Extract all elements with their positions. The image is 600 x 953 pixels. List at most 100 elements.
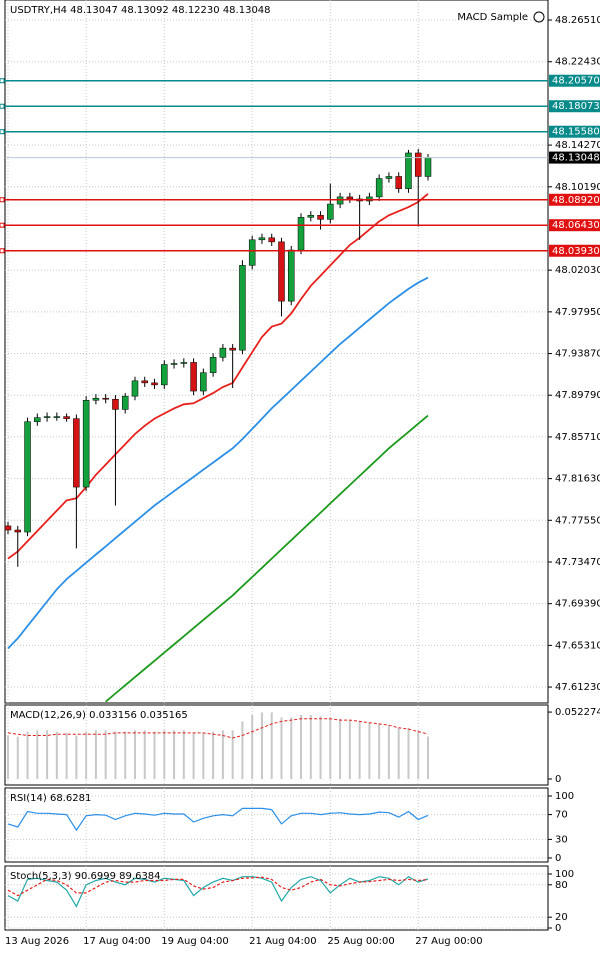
candle-body [385, 176, 393, 179]
pane-title: RSI(14) 68.6281 [10, 793, 91, 804]
macd-bar [46, 730, 49, 779]
candle-body [151, 382, 158, 386]
y-tick-label: 47.85710 [555, 432, 600, 443]
y-tick-label: 47.61230 [555, 682, 600, 693]
macd-bar [378, 723, 381, 779]
y-tick-label: 47.89790 [555, 390, 600, 401]
macd-bar [192, 732, 195, 779]
candle-body [317, 215, 324, 220]
y-tick-label: 100 [555, 869, 574, 880]
level-label: 48.20570 [552, 76, 600, 87]
macd-bar [173, 730, 176, 779]
y-tick-label: 100 [555, 791, 574, 802]
pane-frame [4, 787, 549, 863]
macd-bar [339, 718, 342, 779]
candle-body [141, 380, 148, 384]
macd-bar [397, 727, 400, 779]
level-label: 48.03930 [552, 246, 600, 257]
level-handle [0, 197, 5, 203]
level-handle [0, 103, 5, 109]
pane-title: MACD(12,26,9) 0.033156 0.035165 [10, 710, 188, 721]
candle-body [161, 364, 168, 386]
y-tick-label: 20 [555, 912, 568, 923]
series-line [7, 193, 429, 560]
level-label: 48.15580 [552, 127, 600, 138]
y-tick-label: 47.69390 [555, 599, 600, 610]
macd-bar [427, 736, 429, 779]
candle-body [327, 203, 334, 220]
pane-title: USDTRY,H4 48.13047 48.13092 48.12230 48.… [10, 5, 271, 16]
pane-frame [4, 0, 549, 704]
macd-bar [114, 731, 117, 779]
macd-bar [212, 731, 215, 779]
level-box [549, 193, 600, 206]
candle-body [297, 217, 305, 251]
expert-icon [533, 11, 545, 23]
y-tick-label: 47.65310 [555, 640, 600, 651]
pane-frame [4, 865, 549, 931]
macd-bar [124, 731, 127, 779]
macd-bar [153, 731, 156, 779]
macd-bar [65, 732, 68, 779]
macd-bar [348, 720, 351, 779]
y-tick-label: 48.26510 [555, 15, 600, 26]
candle-body [268, 237, 275, 243]
candle-body [288, 249, 295, 302]
candle-body [366, 196, 373, 202]
candle-body [92, 397, 100, 401]
candle-body [414, 152, 422, 177]
y-tick-label: 47.81630 [555, 474, 600, 485]
candle-body [405, 152, 412, 189]
macd-bar [260, 712, 263, 779]
series-line [7, 276, 429, 650]
candle-body [258, 237, 266, 241]
macd-bar [55, 731, 58, 779]
macd-bar [133, 730, 136, 779]
macd-bar [202, 732, 205, 779]
candle-body [170, 363, 178, 365]
candle-body [239, 265, 246, 351]
macd-bar [241, 721, 244, 779]
level-box [549, 100, 600, 113]
macd-bar [417, 730, 420, 779]
macd-bar [163, 730, 166, 779]
y-tick-label: 0 [555, 853, 561, 864]
candle-body [82, 399, 90, 488]
macd-bar [221, 730, 224, 779]
candle-body [424, 157, 432, 177]
candle-body [24, 421, 31, 533]
x-tick-label: 19 Aug 04:00 [161, 936, 228, 947]
x-tick-label: 13 Aug 2026 [5, 936, 69, 947]
candle-body [112, 398, 119, 410]
y-tick-label: 0 [555, 774, 561, 785]
y-tick-label: 0 [555, 923, 561, 934]
candle-body [307, 215, 315, 218]
candle-body [63, 416, 70, 419]
macd-bar [368, 722, 371, 779]
candle-body [43, 416, 51, 418]
candle-body [375, 178, 383, 198]
series-line [7, 875, 429, 908]
macd-bar [75, 735, 78, 779]
y-tick-label: 0.052274 [555, 707, 600, 718]
y-tick-label: 47.73470 [555, 557, 600, 568]
macd-bar [280, 717, 283, 779]
series-line [7, 718, 429, 739]
level-handle [0, 222, 5, 228]
level-label: 48.08920 [552, 195, 600, 206]
candle-body [190, 362, 197, 392]
macd-bar [358, 721, 361, 779]
level-label: 48.18073 [552, 101, 600, 112]
candle-body [209, 357, 217, 373]
macd-bar [104, 730, 107, 779]
candle-body [131, 380, 139, 397]
candle-body [346, 196, 354, 200]
level-handle [0, 129, 5, 135]
y-tick-label: 48.10190 [555, 182, 600, 193]
macd-bar [16, 736, 19, 779]
macd-bar [85, 731, 88, 779]
level-box [549, 74, 600, 87]
pane-frame [4, 704, 549, 786]
macd-bar [309, 714, 312, 779]
